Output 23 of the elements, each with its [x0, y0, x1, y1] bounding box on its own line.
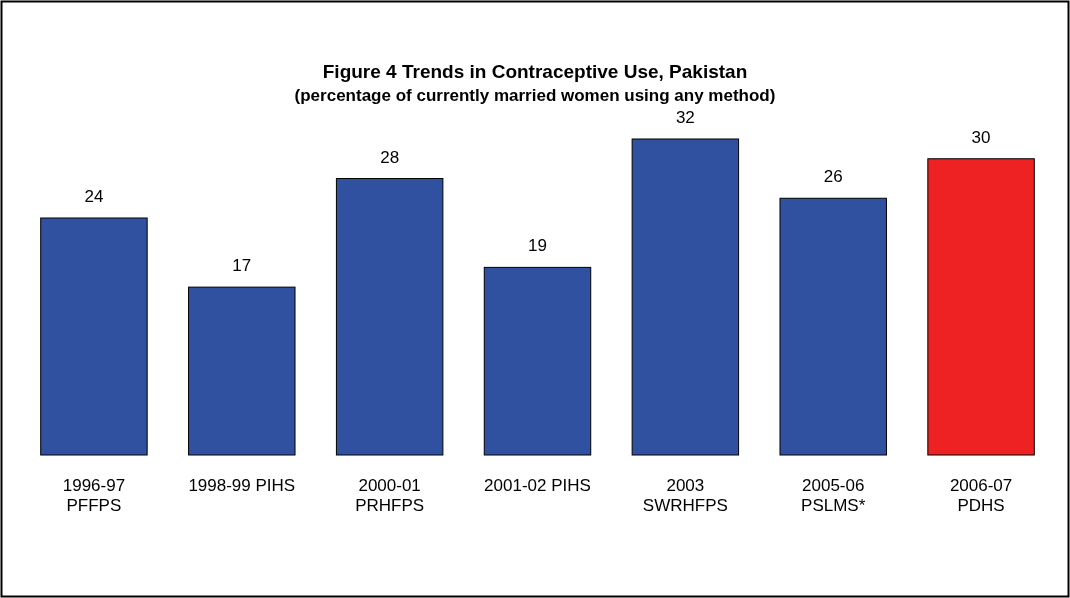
data-label: 32: [675, 108, 695, 127]
data-label: 30: [971, 127, 991, 147]
bar: [927, 158, 1035, 456]
x-tick-label: 2003 SWRHFPS: [642, 476, 728, 515]
bar: [483, 266, 592, 456]
x-tick-label: 2001-02 PIHS: [484, 476, 591, 495]
bar: [631, 138, 740, 456]
chart-subtitle: (percentage of currently married women using any method): [294, 86, 776, 105]
x-tick-label: 1998-99 PIHS: [188, 476, 296, 495]
data-label: 28: [380, 147, 400, 167]
data-label: 17: [232, 256, 252, 276]
bar: [188, 286, 296, 456]
x-tick-label: 2006-07 PDHS: [949, 476, 1013, 515]
bar: [40, 217, 148, 456]
x-tick-label: 2005-06 PSLMS*: [801, 476, 866, 515]
x-tick-label: 1996-97 PFFPS: [62, 476, 126, 515]
bar: [779, 197, 887, 456]
data-label: 24: [84, 187, 104, 206]
data-label: 26: [823, 167, 843, 187]
bar: [335, 178, 444, 456]
chart-title: Figure 4 Trends in Contraceptive Use, Pakistan: [322, 61, 748, 82]
x-tick-label: 2000-01 PRHFPS: [355, 476, 425, 515]
data-label: 19: [528, 236, 547, 256]
